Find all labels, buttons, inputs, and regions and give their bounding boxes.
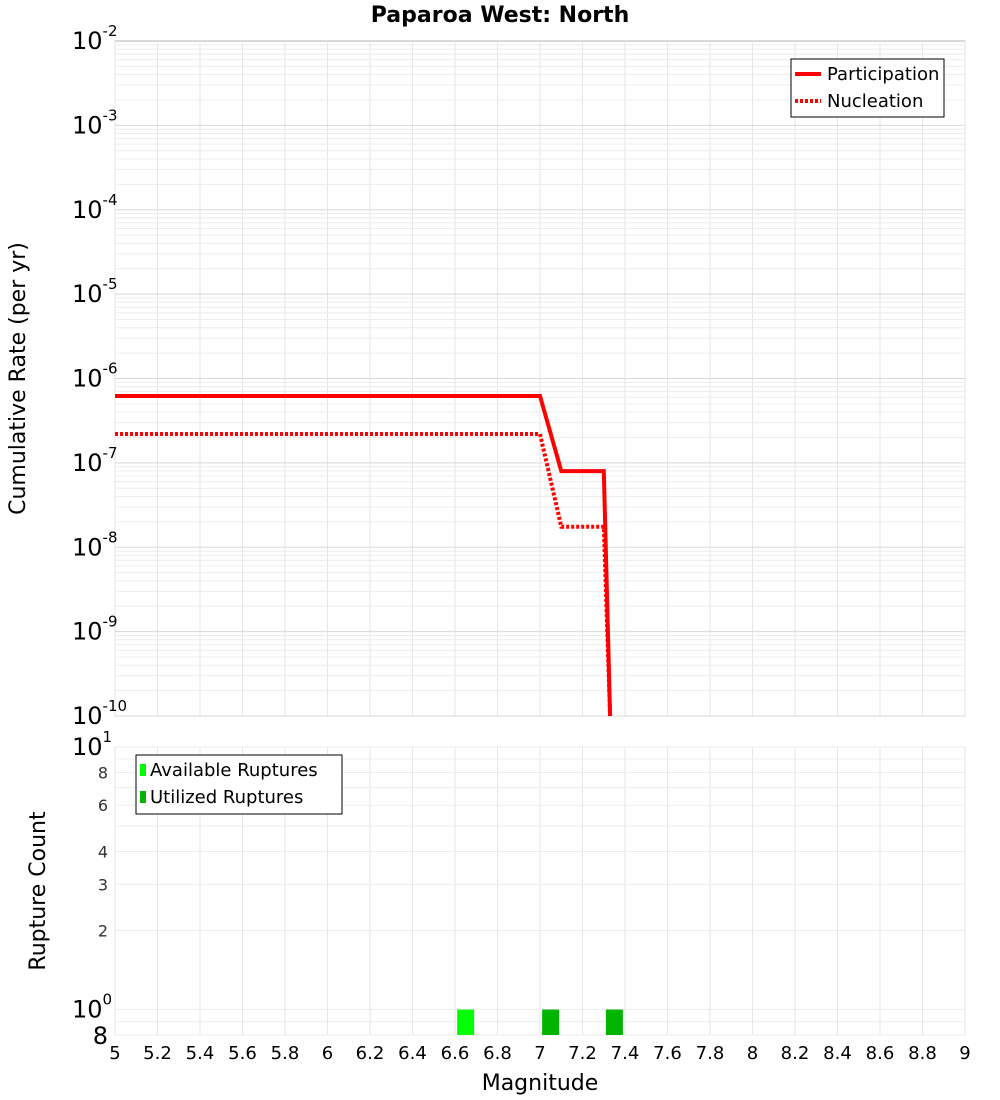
x-tick-label: 6 — [322, 1043, 333, 1064]
rate-legend-box — [790, 58, 945, 118]
legend-label-participation: Participation — [827, 64, 939, 85]
x-tick-label: 6.4 — [398, 1043, 427, 1064]
x-tick-label: 6.2 — [356, 1043, 385, 1064]
rate-y-tick-exp: -2 — [103, 22, 118, 40]
rate-y-tick-label: 10-4 — [72, 191, 118, 224]
count-y-minor-tick: 4 — [98, 842, 108, 861]
x-ticks: 5 5.2 5.4 5.6 5.8 6 6.2 6.4 6.6 6.8 7 7.2 7.4 7.6 7.8 8… — [109, 1043, 970, 1064]
series-line-nucleation — [115, 432, 613, 717]
rate-y-tick-exp: -5 — [103, 275, 118, 293]
count-y-bottom-tick: 8 — [93, 1022, 108, 1050]
rate-y-axis-label: Cumulative Rate (per yr) — [6, 242, 31, 515]
rate-y-tick-exp: -3 — [103, 106, 118, 124]
rate-y-tick-base: 10 — [72, 365, 103, 393]
x-tick-label: 5.4 — [186, 1043, 215, 1064]
count-y-tick-exp: 0 — [103, 991, 113, 1009]
x-tick-label: 7.8 — [696, 1043, 725, 1064]
count-legend: Available Ruptures Utilized Ruptures — [135, 754, 343, 815]
rate-y-tick-base: 10 — [72, 449, 103, 477]
rate-y-tick-exp: -7 — [103, 444, 118, 462]
rate-y-tick-base: 10 — [72, 533, 103, 561]
rate-y-tick-label: 10-8 — [72, 528, 118, 561]
count-y-tick-label: 100 — [72, 991, 112, 1024]
count-bars — [457, 1009, 623, 1035]
legend-label-nucleation: Nucleation — [827, 91, 923, 112]
series-line-participation — [115, 394, 613, 717]
legend-label-utilized-ruptures: Utilized Ruptures — [150, 787, 303, 808]
x-tick-label: 8.2 — [781, 1043, 810, 1064]
count-y-tick-base: 10 — [72, 996, 103, 1024]
rate-y-tick-exp: -9 — [103, 613, 118, 631]
count-y-tick-base: 10 — [72, 733, 103, 761]
x-tick-label: 5.8 — [271, 1043, 300, 1064]
rate-y-tick-label: 10-6 — [72, 360, 118, 393]
rate-y-tick-exp: -6 — [103, 360, 118, 378]
x-axis-label: Magnitude — [482, 1071, 599, 1096]
x-tick-label: 8.6 — [866, 1043, 895, 1064]
count-y-minor-tick: 8 — [98, 763, 108, 782]
rate-y-tick-label: 10-5 — [72, 275, 118, 308]
rate-y-tick-label: 10-2 — [72, 22, 118, 55]
rate-y-tick-base: 10 — [72, 111, 103, 139]
bar-utilized-ruptures — [605, 1009, 623, 1035]
count-y-axis-label: Rupture Count — [26, 811, 51, 971]
legend-label-available-ruptures: Available Ruptures — [150, 760, 318, 781]
x-tick-label: 9 — [959, 1043, 970, 1064]
bar-available-ruptures — [457, 1009, 475, 1035]
count-y-tick-exp: 1 — [103, 728, 113, 746]
rate-y-tick-label: 10-9 — [72, 613, 118, 646]
x-tick-label: 6.6 — [441, 1043, 470, 1064]
count-y-tick-label: 101 — [72, 728, 112, 761]
legend-swatch-utilized-ruptures — [140, 791, 146, 803]
count-grid — [114, 746, 966, 1036]
legend-swatch-available-ruptures — [140, 764, 146, 776]
rate-y-tick-base: 10 — [72, 280, 103, 308]
x-tick-label: 6.8 — [483, 1043, 512, 1064]
rate-y-tick-base: 10 — [72, 618, 103, 646]
rate-grid — [114, 41, 966, 717]
x-tick-label: 8.8 — [908, 1043, 937, 1064]
x-tick-label: 7.4 — [611, 1043, 640, 1064]
x-tick-label: 7 — [534, 1043, 545, 1064]
count-legend-box — [135, 754, 343, 815]
x-tick-label: 5.6 — [228, 1043, 257, 1064]
rate-y-tick-base: 10 — [72, 196, 103, 224]
rate-series — [115, 394, 613, 717]
rate-y-tick-exp: -4 — [103, 191, 118, 209]
rate-y-tick-label: 10-10 — [72, 697, 127, 730]
x-tick-label: 5.2 — [143, 1043, 172, 1064]
x-tick-label: 7.2 — [568, 1043, 597, 1064]
rate-y-tick-exp: -8 — [103, 528, 118, 546]
x-tick-label: 5 — [109, 1043, 120, 1064]
rate-y-tick-base: 10 — [72, 27, 103, 55]
x-tick-label: 8 — [747, 1043, 758, 1064]
bar-utilized-ruptures — [542, 1009, 560, 1035]
x-tick-label: 8.4 — [823, 1043, 852, 1064]
count-y-minor-tick: 3 — [98, 875, 108, 894]
count-y-minor-tick: 6 — [98, 796, 108, 815]
x-tick-label: 7.6 — [653, 1043, 682, 1064]
rate-legend: Participation Nucleation — [790, 58, 945, 118]
rate-y-tick-label: 10-7 — [72, 444, 118, 477]
rate-y-tick-label: 10-3 — [72, 106, 118, 139]
rate-y-tick-base: 10 — [72, 702, 103, 730]
rate-y-tick-exp: -10 — [103, 697, 128, 715]
chart-title: Paparoa West: North — [371, 3, 629, 28]
count-y-minor-tick: 2 — [98, 922, 108, 941]
